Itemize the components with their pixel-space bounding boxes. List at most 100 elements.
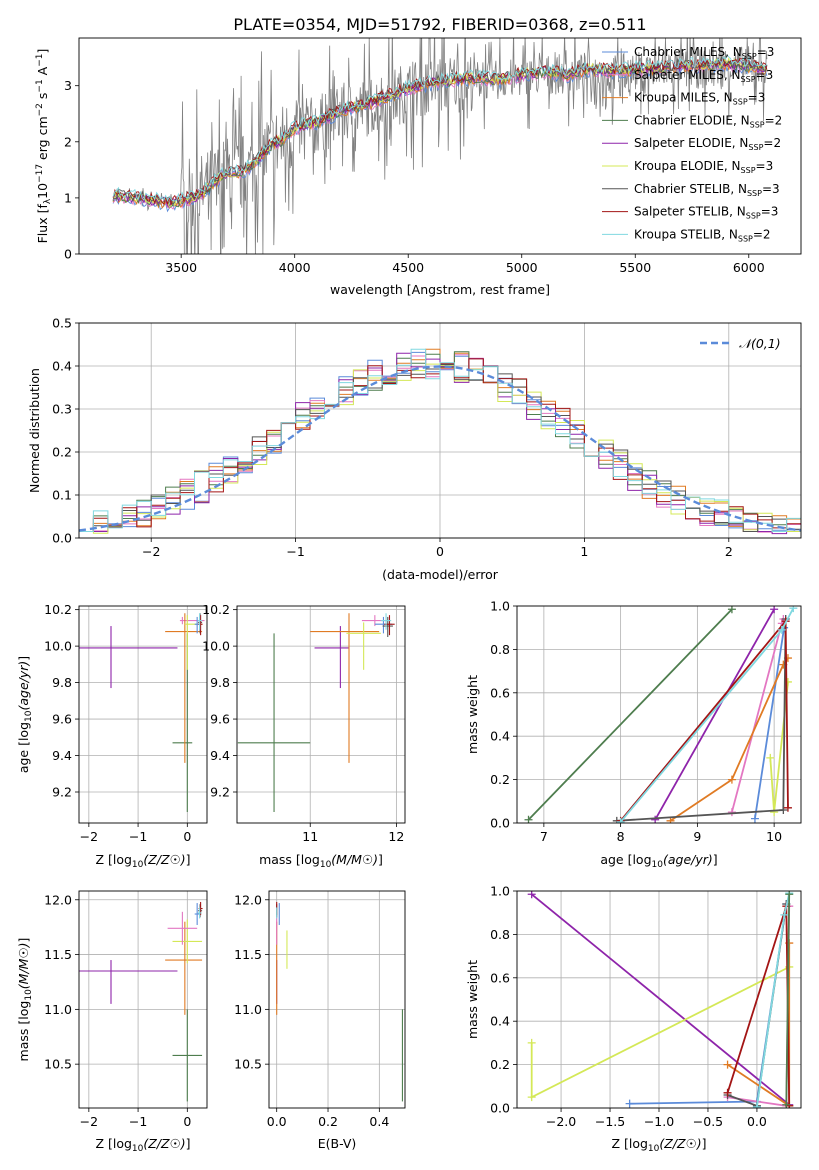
errorbar-point-7 bbox=[382, 616, 393, 637]
x-tick-label: 2 bbox=[725, 544, 733, 559]
weight-marker bbox=[750, 814, 759, 823]
x-tick-label: 1 bbox=[580, 544, 588, 559]
weight-marker bbox=[616, 817, 625, 823]
weight-marker bbox=[783, 803, 792, 812]
y-tick-label: 0.0 bbox=[52, 531, 72, 546]
x-tick-label: −1 bbox=[129, 1114, 147, 1129]
weight-marker bbox=[651, 815, 660, 823]
y-tick-label: 0.2 bbox=[490, 772, 510, 787]
spectrum-legend: Chabrier MILES, NSSP=3 Salpeter MILES, NS… bbox=[602, 45, 782, 243]
axis-label: Z [log10(Z/Z☉)] bbox=[95, 852, 190, 870]
x-tick-label: −2 bbox=[80, 829, 98, 844]
x-tick-label: 9 bbox=[693, 829, 701, 844]
x-tick-label: −1 bbox=[286, 544, 304, 559]
weight-marker bbox=[723, 1088, 732, 1097]
y-tick-label: 9.4 bbox=[52, 748, 72, 763]
x-tick-label: 5500 bbox=[619, 260, 651, 275]
legend-entry-8: Salpeter STELIB, NSSP=3 bbox=[634, 205, 778, 221]
legend-entry-4: Chabrier ELODIE, NSSP=2 bbox=[634, 113, 782, 129]
y-tick-label: 11.0 bbox=[44, 1002, 72, 1017]
legend-entry-7: Chabrier STELIB, NSSP=3 bbox=[634, 182, 780, 198]
errorbar-point-9 bbox=[380, 613, 392, 630]
axes-frame bbox=[78, 605, 208, 824]
x-tick-label: −2.0 bbox=[546, 1114, 576, 1129]
panel-ebv_mass: 0.0 0.2 0.4 10.5 11.0 11.5 12.0 E(B-V) bbox=[234, 890, 406, 1151]
y-tick-label: 0.4 bbox=[52, 359, 72, 374]
y-axis-label: Normed distribution bbox=[27, 368, 42, 493]
legend-entry-1: Chabrier MILES, NSSP=3 bbox=[634, 45, 774, 61]
y-tick-label: 9.2 bbox=[52, 785, 72, 800]
axes-frame bbox=[236, 605, 406, 824]
axis-label: age [log10(age/yr)] bbox=[600, 852, 717, 870]
y-tick-label: 0.6 bbox=[490, 685, 510, 700]
y-tick-label: 9.8 bbox=[52, 675, 72, 690]
errorbar-point-3 bbox=[310, 613, 380, 763]
legend-entry-9: Kroupa STELIB, NSSP=2 bbox=[634, 227, 771, 243]
weight-marker bbox=[723, 1060, 732, 1069]
y-tick-label: 11.0 bbox=[234, 1002, 262, 1017]
y-tick-label: 9.6 bbox=[210, 712, 230, 727]
panel-z_weight: −2.0 −1.5 −1.0 −0.5 0.0 0.0 0.2 0.4 0.6 0.8 1.0 Z [… bbox=[465, 884, 802, 1154]
weight-marker bbox=[779, 805, 788, 814]
y-tick-label: 12.0 bbox=[44, 892, 72, 907]
y-tick-label: 0.5 bbox=[52, 316, 72, 331]
errorbar-point-9 bbox=[197, 907, 202, 919]
weight-marker bbox=[766, 753, 775, 762]
weight-marker bbox=[524, 815, 533, 823]
panel-mass_age: 11 12 9.2 9.4 9.6 9.8 10.0 10.2 mass [log10(M/M☉… bbox=[202, 602, 406, 870]
errorbar-point-1 bbox=[172, 1009, 203, 1102]
y-tick-label: 0.2 bbox=[490, 1057, 510, 1072]
x-tick-label: −2 bbox=[142, 544, 160, 559]
y-tick-label: 0.3 bbox=[52, 402, 72, 417]
y-axis-label: mass weight bbox=[465, 675, 480, 754]
x-tick-label: 3500 bbox=[165, 260, 197, 275]
axis-label: age [log10(age/yr)] bbox=[16, 656, 34, 773]
y-tick-label: 1.0 bbox=[490, 884, 510, 899]
weight-line-8 bbox=[756, 893, 791, 1108]
panel-z_mass: −2 −1 0 10.5 11.0 11.5 12.0 Z [log10(Z/Z☉)] mass… bbox=[16, 890, 208, 1154]
y-tick-label: 12.0 bbox=[234, 892, 262, 907]
y-tick-label: 9.2 bbox=[210, 785, 230, 800]
y-tick-label: 10.0 bbox=[202, 639, 230, 654]
axes-frame bbox=[78, 37, 802, 255]
legend-entry-3: Kroupa MILES, NSSP=3 bbox=[634, 91, 765, 107]
x-tick-label: 10 bbox=[766, 829, 782, 844]
weight-marker bbox=[527, 891, 536, 899]
errorbar-point-1 bbox=[172, 633, 193, 813]
weight-marker bbox=[625, 1099, 634, 1108]
x-tick-label: 8 bbox=[617, 829, 625, 844]
y-tick-label: 0.8 bbox=[490, 927, 510, 942]
y-tick-label: 10.0 bbox=[44, 639, 72, 654]
x-tick-label: −1.5 bbox=[595, 1114, 625, 1129]
weight-marker bbox=[527, 1038, 536, 1047]
x-tick-label: −1.0 bbox=[644, 1114, 674, 1129]
weight-marker bbox=[789, 606, 798, 613]
x-tick-label: 4500 bbox=[392, 260, 424, 275]
errorbar-point-4 bbox=[346, 622, 381, 670]
y-tick-label: 0.4 bbox=[490, 1014, 510, 1029]
panel-age_weight: 7 8 9 10 0.0 0.2 0.4 0.6 0.8 1.0 age [log10(age/yr… bbox=[465, 599, 802, 870]
weight-marker bbox=[727, 775, 736, 784]
weight-line-7 bbox=[726, 905, 791, 1106]
x-tick-label: 5000 bbox=[506, 260, 538, 275]
y-tick-label: 3 bbox=[64, 78, 72, 93]
plot-area-z_mass bbox=[79, 901, 203, 1102]
errorbar-point-4 bbox=[165, 613, 203, 763]
axis-label: mass [log10(M/M☉)] bbox=[259, 852, 383, 870]
axis-label: mass [log10(M/M☉)] bbox=[16, 938, 34, 1062]
x-tick-label: 7 bbox=[540, 829, 548, 844]
y-tick-label: 0.2 bbox=[52, 445, 72, 460]
normal-curve bbox=[79, 365, 801, 532]
errorbar-point-3 bbox=[165, 921, 203, 1015]
plot-area-z_age bbox=[79, 613, 205, 813]
y-tick-label: 0.1 bbox=[52, 488, 72, 503]
weight-line-2 bbox=[654, 608, 775, 821]
panel-z_age: −2 −1 0 9.2 9.4 9.6 9.8 10.0 10.2 Z [log10(Z/Z☉)]… bbox=[16, 602, 208, 870]
figure-title: PLATE=0354, MJD=51792, FIBERID=0368, z=0… bbox=[233, 15, 646, 34]
plot-area-age_weight bbox=[524, 606, 798, 823]
weight-marker bbox=[770, 606, 779, 614]
x-tick-label: −2 bbox=[80, 1114, 98, 1129]
y-axis-label: Flux [fλ10−17 erg cm−2 s−1 A−1] bbox=[35, 49, 53, 244]
weight-marker bbox=[782, 1100, 791, 1108]
